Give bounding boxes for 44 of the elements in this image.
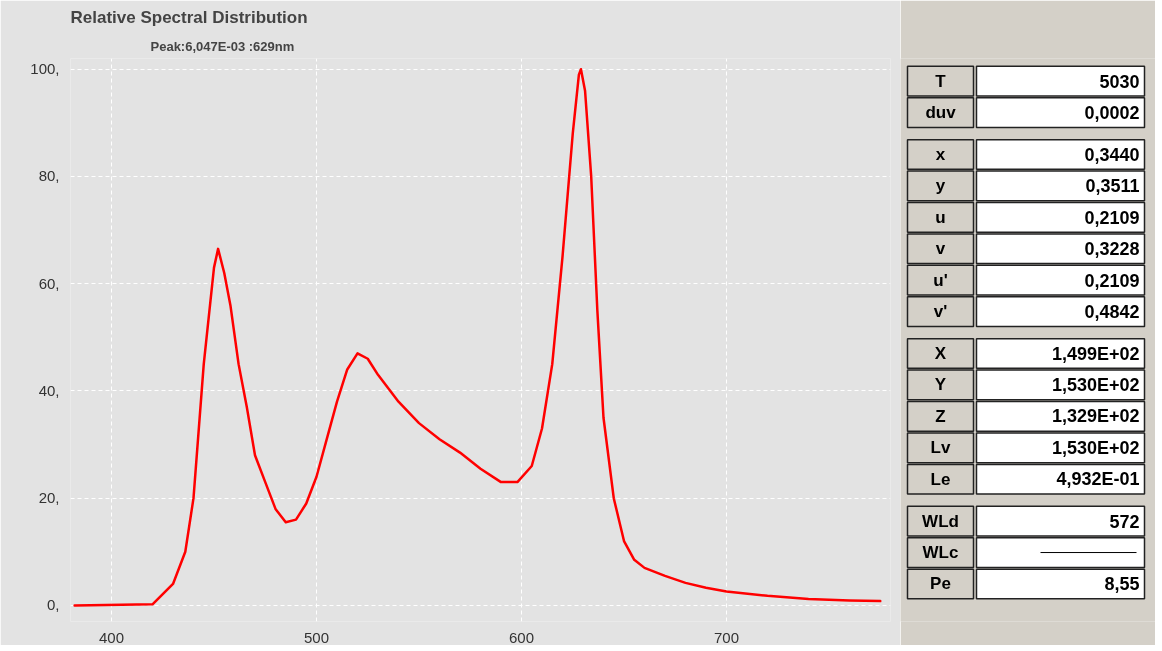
line-series: [73, 67, 882, 607]
y-tick-label: 20,: [38, 489, 60, 507]
category-label: X: [934, 344, 947, 364]
category-label: u': [933, 270, 948, 290]
category-label: y: [935, 176, 946, 196]
y-tick-label: 40,: [38, 381, 60, 399]
text: 0,3228: [1084, 239, 1140, 260]
y-tick-label: 100,: [30, 60, 60, 78]
text: 0,0002: [1084, 103, 1140, 124]
category-label: Lv: [930, 438, 951, 458]
category-label: WLc: [922, 543, 959, 563]
text: 1,499E+02: [1051, 343, 1140, 364]
text: 0,2109: [1084, 207, 1140, 228]
text: 0,3440: [1084, 145, 1140, 166]
text: 0,3511: [1085, 176, 1140, 197]
category-label: Pe: [930, 574, 951, 594]
category-label: Z: [935, 406, 946, 426]
category-label: x: [935, 145, 946, 165]
category-label: T: [935, 71, 947, 91]
y-tick-label: 60,: [38, 274, 60, 292]
x-tick-label: 500: [303, 628, 330, 646]
y-tick-label: 80,: [38, 167, 60, 185]
text: 0,4842: [1084, 302, 1140, 323]
category-label: v: [935, 239, 946, 259]
text: 572: [1109, 511, 1140, 532]
y-tick-label: 0,: [46, 596, 60, 614]
text: 1,329E+02: [1051, 406, 1140, 427]
category-label: Y: [934, 375, 947, 395]
text: 5030: [1099, 71, 1140, 92]
text: 1,530E+02: [1051, 374, 1140, 395]
category-label: Le: [930, 469, 951, 489]
category-label: WLd: [922, 511, 959, 531]
x-tick-label: 600: [508, 628, 535, 646]
x-tick-label: 400: [98, 628, 125, 646]
text: 1,530E+02: [1051, 437, 1140, 458]
category-label: v': [933, 302, 948, 322]
text: 0,2109: [1084, 270, 1140, 291]
x-tick-label: 700: [713, 628, 740, 646]
chart-subtitle: Peak:6,047E-03 :629nm: [150, 38, 295, 54]
chart-title: Relative Spectral Distribution: [70, 7, 308, 27]
category-label: duv: [925, 103, 957, 123]
category-label: u: [935, 207, 946, 227]
text: 4,932E-01: [1056, 469, 1140, 490]
text: 8,55: [1104, 574, 1140, 595]
